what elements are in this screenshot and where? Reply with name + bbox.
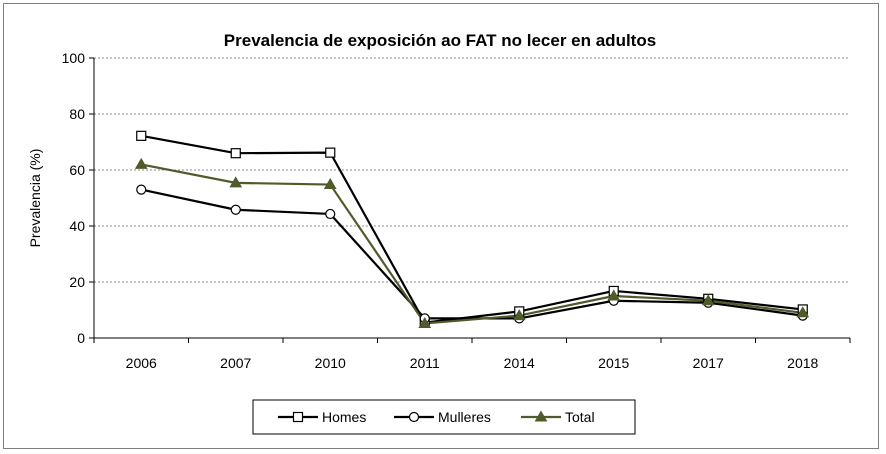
legend-marker xyxy=(534,410,548,422)
data-point xyxy=(512,309,526,321)
series-line-homes xyxy=(141,134,803,324)
data-point xyxy=(325,208,336,220)
data-point xyxy=(230,148,241,159)
y-axis-label: Prevalencia (%) xyxy=(27,149,43,248)
x-tick-label: 2014 xyxy=(504,355,535,371)
legend-entry-total: Total xyxy=(521,409,595,425)
legend-label: Total xyxy=(565,409,595,425)
x-tick-label: 2011 xyxy=(410,355,440,371)
series-lines xyxy=(134,130,810,328)
axes: 0 20 40 60 80 100 2006 2007 2010 2011 2014 2015 2017… xyxy=(62,50,851,371)
legend-marker xyxy=(292,411,304,423)
data-point xyxy=(134,157,148,169)
x-tick-label: 2007 xyxy=(220,355,251,371)
legend-label: Mulleres xyxy=(438,409,491,425)
y-tick-label: 100 xyxy=(62,50,86,66)
y-tick-label: 80 xyxy=(69,106,85,122)
series-homes xyxy=(141,134,803,324)
markers-total xyxy=(134,157,810,328)
data-point xyxy=(136,130,147,141)
x-tick-label: 2010 xyxy=(315,355,346,371)
data-point xyxy=(607,289,621,301)
y-tick-label: 0 xyxy=(77,330,85,346)
series-line-mulleres xyxy=(141,188,803,320)
x-tick-label: 2006 xyxy=(126,355,157,371)
legend-label: Homes xyxy=(322,409,366,425)
legend-entry-homes: Homes xyxy=(278,409,366,425)
x-tick-label: 2018 xyxy=(787,355,818,371)
series-line-total xyxy=(141,163,803,325)
data-point xyxy=(418,316,432,328)
chart-frame xyxy=(3,3,879,449)
y-tick-label: 20 xyxy=(69,274,85,290)
y-tick-label: 60 xyxy=(69,162,85,178)
series-mulleres xyxy=(141,188,803,320)
x-tick-label: 2015 xyxy=(598,355,629,371)
data-point xyxy=(323,178,337,190)
data-point xyxy=(325,147,336,158)
legend-entry-mulleres: Mulleres xyxy=(394,409,491,425)
x-tick-label: 2017 xyxy=(693,355,724,371)
data-point xyxy=(796,306,810,318)
data-point xyxy=(230,204,241,215)
data-point xyxy=(136,184,147,195)
legend: Homes Mulleres Total xyxy=(252,399,636,435)
chart-title: Prevalencia de exposición ao FAT no lece… xyxy=(224,31,656,50)
legend-marker xyxy=(408,411,420,423)
y-tick-label: 40 xyxy=(69,218,85,234)
data-point xyxy=(701,294,715,306)
data-point xyxy=(229,176,243,188)
grid-lines xyxy=(94,57,850,283)
series-total xyxy=(141,163,803,325)
